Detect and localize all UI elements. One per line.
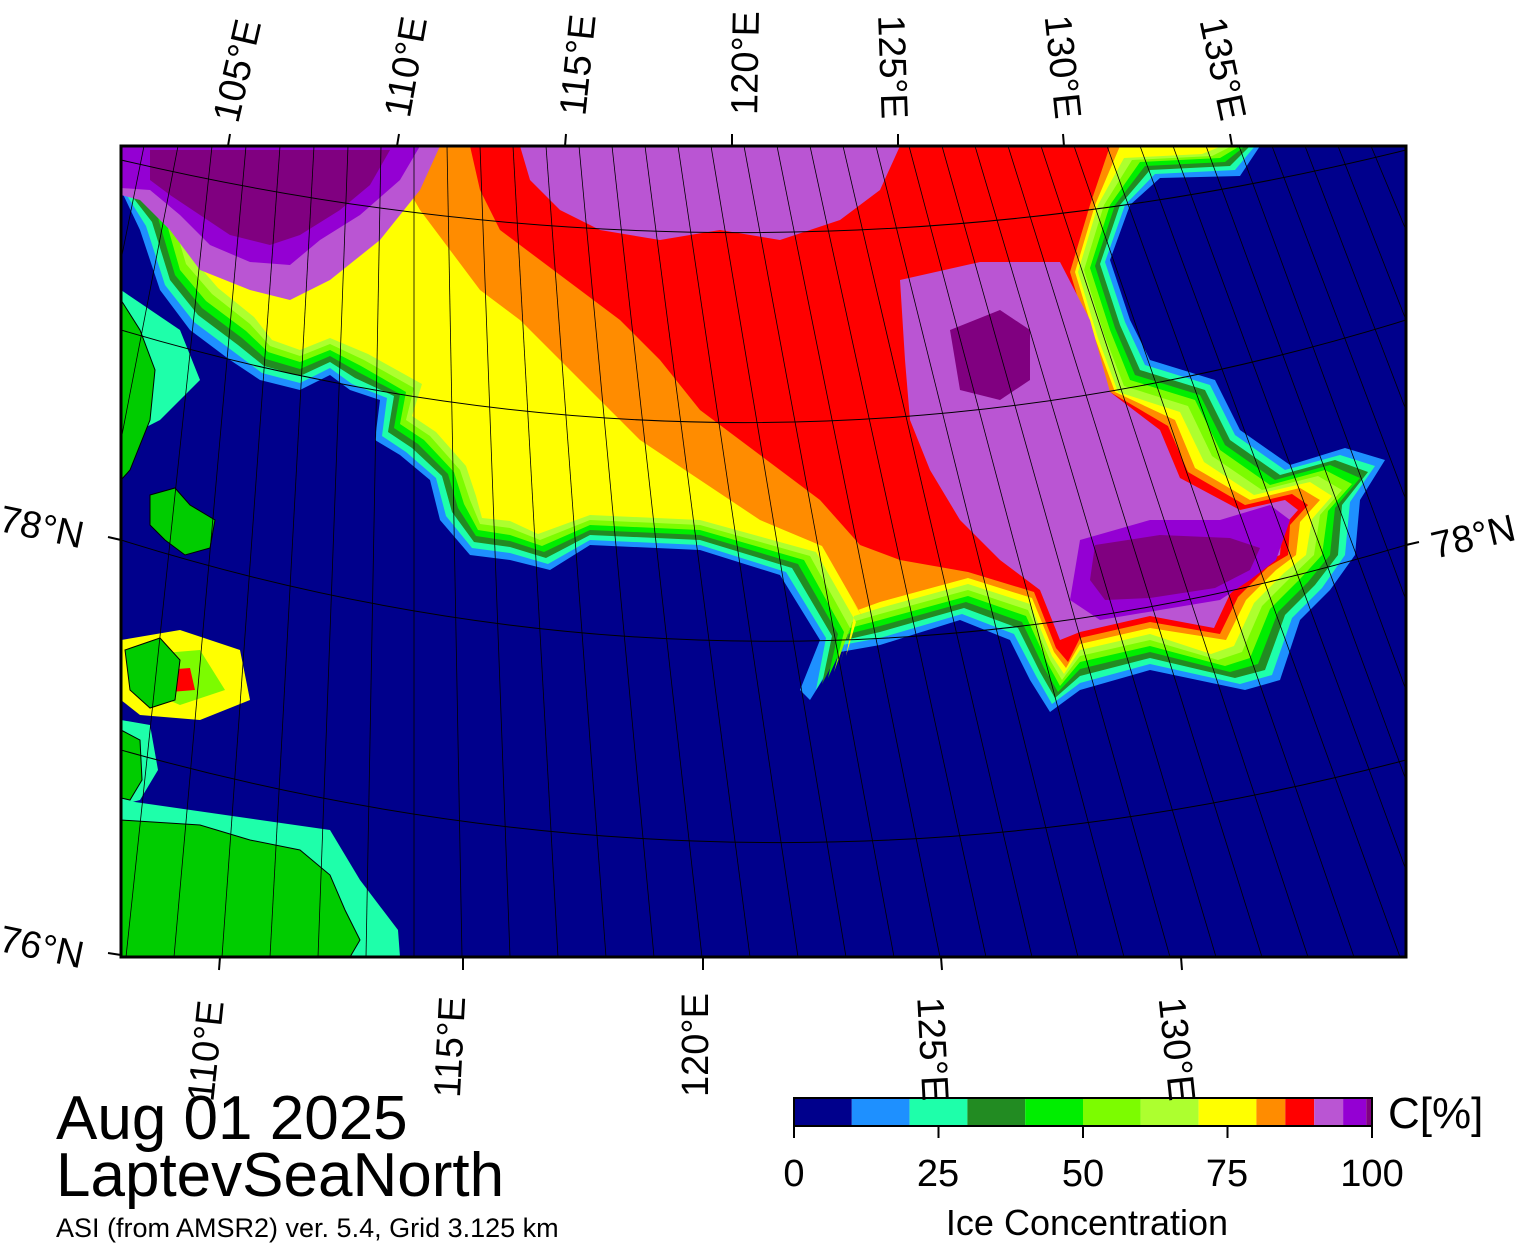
bottom-lon-label-120: 120°E xyxy=(674,993,717,1097)
top-lon-label-115: 115°E xyxy=(552,12,605,118)
bottom-lon-label-115: 115°E xyxy=(426,995,475,1099)
colorbar-bin-6 xyxy=(1140,1098,1199,1126)
map-date: Aug 01 2025 xyxy=(56,1084,408,1153)
data-source-note: ASI (from AMSR2) ver. 5.4, Grid 3.125 km xyxy=(56,1213,559,1243)
top-lon-label-130: 130°E xyxy=(1035,13,1089,121)
colorbar-bin-12 xyxy=(1366,1098,1372,1126)
map-frame xyxy=(119,144,1408,959)
bottom-lon-label-125: 125°E xyxy=(908,995,956,1103)
colorbar-bin-8 xyxy=(1256,1098,1286,1126)
top-lon-label-120: 120°E xyxy=(724,10,768,116)
bottom-lon-label-130: 130°E xyxy=(1149,995,1203,1103)
colorbar xyxy=(793,1097,1373,1138)
frame-ticks xyxy=(107,133,1420,971)
graticule-meridians xyxy=(121,146,1406,957)
colorbar-tick-label-25: 25 xyxy=(916,1153,960,1195)
land-mass-northwest xyxy=(121,299,156,481)
colorbar-bin-0 xyxy=(794,1098,852,1126)
sea-ice-field xyxy=(121,146,1385,712)
top-lon-label-125: 125°E xyxy=(869,14,915,120)
land-areas xyxy=(121,299,361,957)
colorbar-bin-7 xyxy=(1198,1098,1257,1126)
colorbar-bin-9 xyxy=(1285,1098,1315,1126)
colorbar-bin-2 xyxy=(909,1098,968,1126)
colorbar-bin-3 xyxy=(967,1098,1026,1126)
colorbar-bin-4 xyxy=(1025,1098,1083,1126)
ice-band-99-east xyxy=(1090,535,1260,600)
land-mass-southwest xyxy=(121,819,361,957)
colorbar-tick-label-100: 100 xyxy=(1340,1153,1404,1195)
ice-band-99 xyxy=(150,150,390,245)
colorbar-unit-label: C[%] xyxy=(1388,1089,1484,1138)
colorbar-tick-label-75: 75 xyxy=(1205,1153,1249,1195)
colorbar-bin-5 xyxy=(1083,1098,1141,1126)
colorbar-tick-label-0: 0 xyxy=(783,1153,805,1195)
colorbar-title: Ice Concentration xyxy=(945,1202,1229,1243)
region-name: LaptevSeaNorth xyxy=(56,1141,505,1210)
colorbar-bin-10 xyxy=(1314,1098,1344,1126)
land-island-south xyxy=(121,729,143,801)
colorbar-bin-11 xyxy=(1343,1098,1367,1126)
colorbar-bin-1 xyxy=(851,1098,910,1126)
colorbar-tick-label-50: 50 xyxy=(1061,1153,1105,1195)
